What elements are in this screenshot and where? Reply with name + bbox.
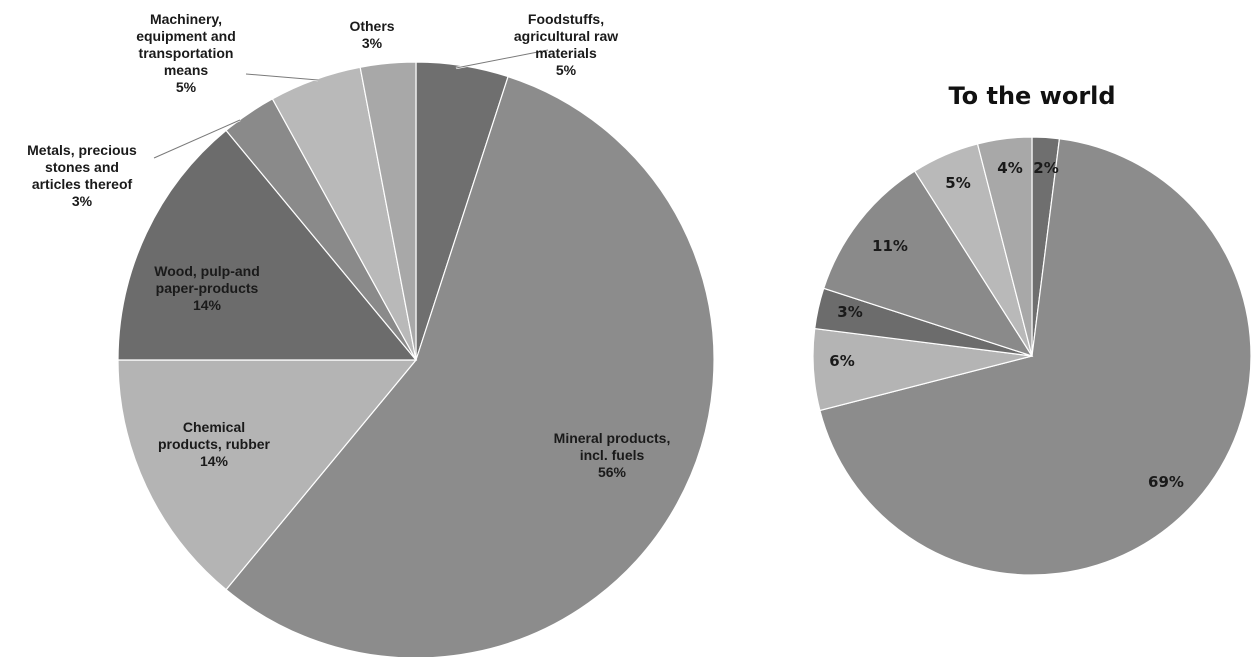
pie-labels: Foodstuffs, agricultural raw materials 5%Mi… [27,11,670,480]
pie-slice-4 [976,136,1033,357]
slice-label-line: Chemical [183,419,245,435]
pie-slice-others [359,61,417,361]
slice-label-line: stones and [45,159,119,175]
slice-label-line: 5% [176,79,197,95]
pie-labels: 2% 69% 6% 3% 11% 5% 4% [829,159,1184,491]
slice-label-line: 14% [193,297,222,313]
slice-label-line: 3% [362,35,383,51]
leader-line [455,49,549,69]
pie-slices [812,136,1252,576]
slice-label-line: 69% [1148,473,1184,491]
slice-label: Others 3% [349,18,394,51]
pie-chart-right: To the world 2% 69% 6% 3% 11% 5% 4% [812,82,1252,576]
chart-title: To the world [948,82,1115,110]
leader-line [245,73,319,81]
slice-label-line: 3% [72,193,93,209]
slice-label-line: 14% [200,453,229,469]
slice-label-line: Wood, pulp-and [154,263,260,279]
slice-label-line: paper-products [156,280,259,296]
pie-slice-mineral-products-incl-fuels [225,75,715,657]
slice-label-line: Foodstuffs, [528,11,604,27]
pie-chart-left: Foodstuffs, agricultural raw materials 5%Mi… [27,11,715,657]
pie-slice-chemical-products-rubber [117,359,418,591]
pie-slice-wood-pulp-and-paper-products [117,129,418,361]
slice-label: 4% [997,159,1022,177]
slice-label-line: 5% [556,62,577,78]
slice-label: 6% [829,352,854,370]
slice-label-line: agricultural raw [514,28,618,44]
slice-label: Metals, precious stones and articles there… [27,142,137,209]
slice-label-line: 2% [1033,159,1058,177]
slice-label-line: 56% [598,464,627,480]
slice-label: 5% [945,174,970,192]
slice-label-line: products, rubber [158,436,271,452]
slice-label: Mineral products, incl. fuels 56% [554,430,671,480]
slice-label-line: Others [349,18,394,34]
slice-label-line: equipment and [136,28,236,44]
slice-label-line: Machinery, [150,11,222,27]
slice-label-line: 5% [945,174,970,192]
slice-label-line: Metals, precious [27,142,137,158]
slice-label: 3% [837,303,862,321]
slice-label-line: incl. fuels [580,447,645,463]
pie-slice-69 [819,138,1252,576]
slice-label-line: articles thereof [32,176,133,192]
slice-label: Foodstuffs, agricultural raw materials 5% [514,11,618,78]
slice-label-line: 3% [837,303,862,321]
slice-label: 69% [1148,473,1184,491]
pie-slices [117,61,715,657]
slice-label: Machinery, equipment and transportation mea… [136,11,236,95]
slice-label-line: 11% [872,237,908,255]
slice-label-line: materials [535,45,597,61]
pie-slice-11 [822,170,1034,358]
slice-label-line: means [164,62,209,78]
leader-line [153,119,241,159]
slice-label: Chemical products, rubber 14% [158,419,271,469]
slice-label-line: Mineral products, [554,430,671,446]
slice-label-line: transportation [139,45,234,61]
slice-label: Wood, pulp-and paper-products 14% [154,263,260,313]
slice-label-line: 6% [829,352,854,370]
slice-label-line: 4% [997,159,1022,177]
slice-label: 11% [872,237,908,255]
slice-label: 2% [1033,159,1058,177]
